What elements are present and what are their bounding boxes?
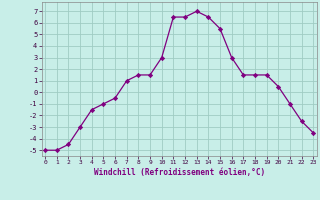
- X-axis label: Windchill (Refroidissement éolien,°C): Windchill (Refroidissement éolien,°C): [94, 168, 265, 177]
